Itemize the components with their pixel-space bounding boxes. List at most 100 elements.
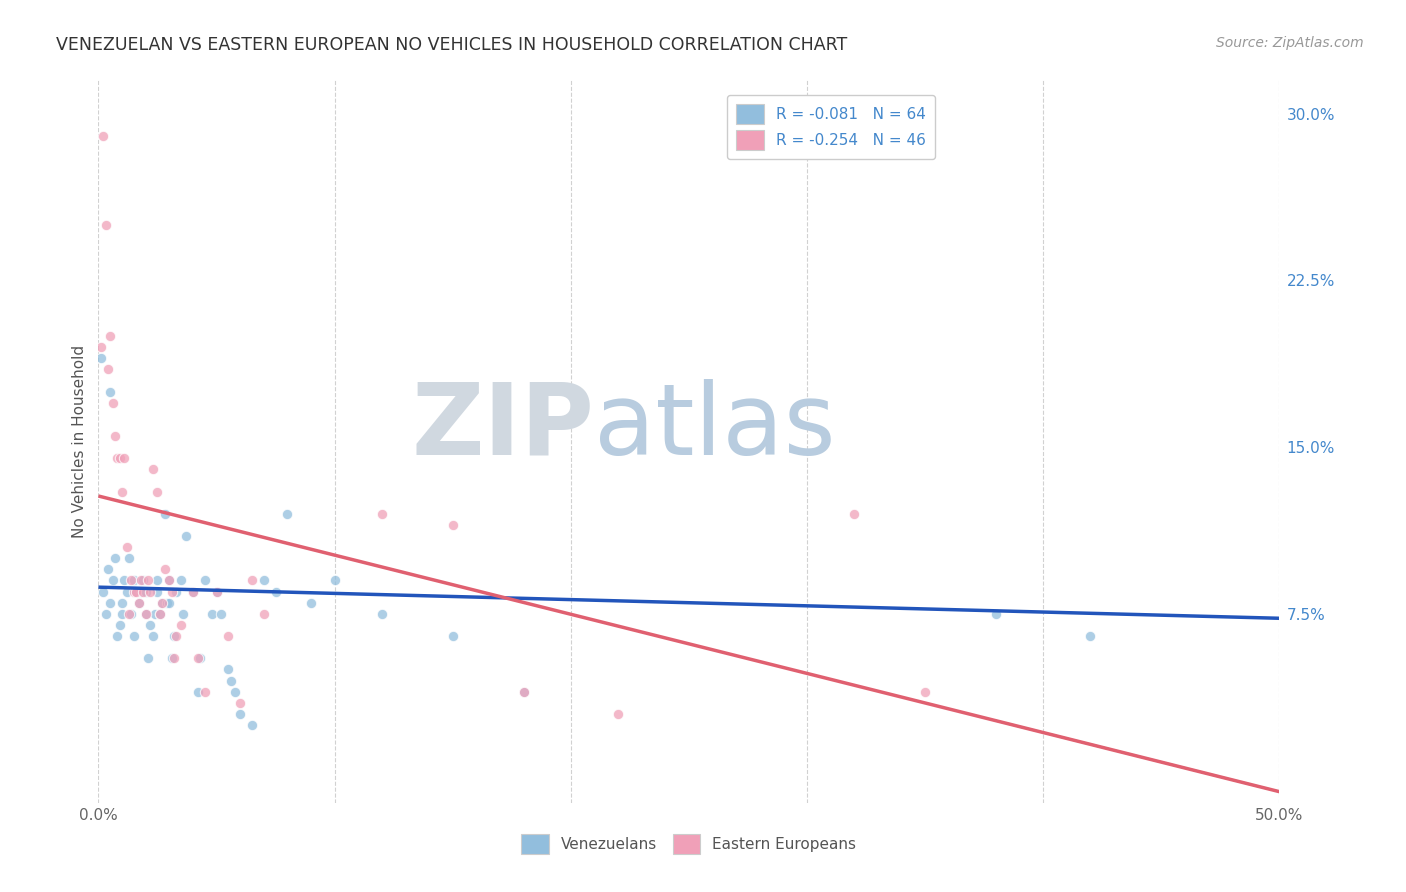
Point	[136, 651, 159, 665]
Point	[111, 607, 134, 621]
Point	[94, 607, 117, 621]
Point	[157, 574, 180, 588]
Point	[205, 584, 228, 599]
Text: Source: ZipAtlas.com: Source: ZipAtlas.com	[1216, 36, 1364, 50]
Point	[111, 596, 134, 610]
Point	[97, 362, 120, 376]
Point	[194, 574, 217, 588]
Point	[118, 551, 141, 566]
Point	[104, 429, 127, 443]
Point	[229, 706, 252, 721]
Point	[188, 651, 211, 665]
Point	[105, 629, 128, 643]
Point	[914, 684, 936, 698]
Point	[101, 395, 124, 409]
Point	[122, 584, 145, 599]
Point	[165, 584, 187, 599]
Point	[149, 607, 172, 621]
Point	[157, 596, 180, 610]
Point	[129, 584, 152, 599]
Point	[112, 574, 135, 588]
Point	[90, 340, 112, 354]
Point	[118, 607, 141, 621]
Text: atlas: atlas	[595, 378, 837, 475]
Point	[163, 651, 186, 665]
Point	[187, 684, 209, 698]
Point	[132, 584, 155, 599]
Point	[264, 584, 287, 599]
Point	[153, 562, 176, 576]
Point	[125, 584, 148, 599]
Point	[253, 574, 276, 588]
Point	[135, 607, 157, 621]
Point	[253, 607, 276, 621]
Point	[323, 574, 346, 588]
Point	[205, 584, 228, 599]
Point	[201, 607, 224, 621]
Point	[224, 684, 246, 698]
Point	[150, 596, 173, 610]
Point	[146, 484, 169, 499]
Point	[371, 607, 394, 621]
Point	[94, 218, 117, 232]
Point	[299, 596, 322, 610]
Point	[172, 607, 194, 621]
Point	[98, 596, 121, 610]
Point	[91, 128, 114, 143]
Legend: Venezuelans, Eastern Europeans: Venezuelans, Eastern Europeans	[516, 829, 862, 860]
Point	[1080, 629, 1102, 643]
Point	[122, 574, 145, 588]
Point	[132, 574, 155, 588]
Point	[209, 607, 232, 621]
Text: ZIP: ZIP	[412, 378, 595, 475]
Point	[129, 574, 152, 588]
Point	[174, 529, 197, 543]
Point	[276, 507, 298, 521]
Point	[149, 607, 172, 621]
Point	[844, 507, 866, 521]
Point	[170, 618, 193, 632]
Point	[139, 584, 162, 599]
Point	[170, 574, 193, 588]
Y-axis label: No Vehicles in Household: No Vehicles in Household	[72, 345, 87, 538]
Point	[104, 551, 127, 566]
Point	[441, 629, 464, 643]
Point	[160, 584, 183, 599]
Point	[512, 684, 534, 698]
Point	[111, 484, 134, 499]
Point	[135, 584, 157, 599]
Point	[150, 596, 173, 610]
Point	[165, 629, 187, 643]
Point	[108, 618, 131, 632]
Point	[157, 574, 180, 588]
Point	[135, 607, 157, 621]
Point	[108, 451, 131, 466]
Point	[128, 596, 150, 610]
Point	[91, 584, 114, 599]
Point	[136, 574, 159, 588]
Point	[194, 684, 217, 698]
Point	[240, 574, 263, 588]
Point	[105, 451, 128, 466]
Point	[153, 507, 176, 521]
Point	[142, 629, 165, 643]
Point	[139, 618, 162, 632]
Point	[156, 596, 179, 610]
Point	[121, 607, 143, 621]
Point	[125, 584, 148, 599]
Point	[128, 596, 150, 610]
Point	[115, 584, 138, 599]
Point	[217, 662, 239, 676]
Point	[219, 673, 242, 688]
Point	[146, 584, 169, 599]
Point	[240, 718, 263, 732]
Point	[512, 684, 534, 698]
Point	[607, 706, 630, 721]
Point	[143, 607, 166, 621]
Point	[187, 651, 209, 665]
Point	[112, 451, 135, 466]
Point	[122, 629, 145, 643]
Point	[97, 562, 120, 576]
Point	[101, 574, 124, 588]
Point	[98, 384, 121, 399]
